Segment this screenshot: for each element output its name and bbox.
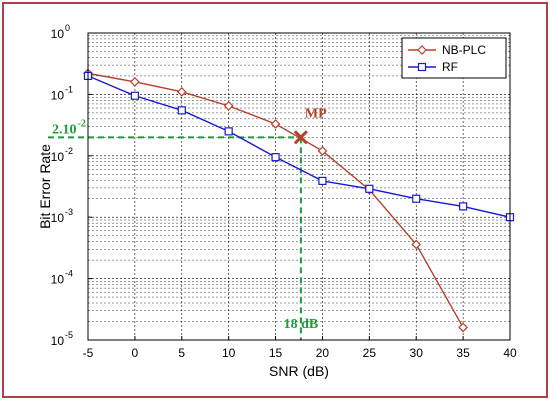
data-point-nb-plc	[130, 77, 140, 87]
y-tick-label: 10	[51, 150, 65, 164]
y-tick-label: 10	[51, 88, 65, 102]
x-axis-title: SNR (dB)	[269, 363, 329, 379]
y-tick-label: 10	[51, 334, 65, 348]
series-line-rf	[87, 75, 511, 218]
mp-marker-stroke-b	[293, 130, 308, 145]
legend-label-nb-plc: NB-PLC	[442, 43, 486, 57]
x-tick-label: 25	[363, 346, 377, 360]
legend-marker-nb-plc	[417, 45, 427, 55]
x-tick-label: 40	[503, 346, 517, 360]
y-tick-label: 10	[51, 27, 65, 41]
data-point-nb-plc	[270, 119, 281, 129]
snr-value-label: 18 dB	[284, 317, 319, 332]
annotations: MP2.10 -218 dB	[52, 106, 327, 332]
plot-border	[87, 32, 511, 341]
legend-marker-rf	[417, 62, 427, 72]
data-point-rf	[412, 194, 421, 203]
data-point-nb-plc	[411, 239, 422, 250]
mp-label: MP	[305, 106, 327, 121]
data-point-nb-plc	[458, 322, 468, 333]
data-point-nb-plc	[317, 146, 328, 156]
series-layer	[83, 68, 515, 333]
y-tick-label: 10	[51, 211, 65, 225]
x-axis: -5 0 5 10 15 20 25 30 35 40	[83, 336, 517, 360]
x-tick-label: 10	[222, 346, 236, 360]
data-point-rf	[271, 153, 280, 162]
legend-label-rf: RF	[442, 60, 458, 74]
x-tick-label: 15	[269, 346, 283, 360]
data-point-rf	[177, 106, 186, 115]
x-tick-label: 20	[316, 346, 330, 360]
y-tick-label: 10	[51, 273, 65, 287]
legend: NB-PLC RF	[401, 37, 507, 79]
data-point-nb-plc	[223, 101, 234, 111]
ber-value-exponent: -2	[78, 118, 86, 129]
y-tick-exponent: -4	[65, 269, 73, 279]
x-tick-label: 5	[178, 346, 185, 360]
legend-box	[401, 37, 507, 79]
data-point-rf	[318, 176, 327, 186]
y-tick-exponent: 0	[65, 23, 70, 33]
y-tick-exponent: -3	[65, 207, 73, 217]
plot-area	[88, 33, 510, 340]
ber-value-label: 2.10	[52, 122, 77, 137]
x-tick-label: 35	[456, 346, 470, 360]
data-point-rf	[459, 202, 468, 211]
y-tick-exponent: -5	[65, 330, 73, 340]
x-tick-label: 30	[410, 346, 424, 360]
data-point-rf	[224, 127, 233, 136]
data-point-rf	[365, 184, 374, 193]
y-tick-exponent: -2	[65, 146, 73, 156]
x-tick-label: -5	[83, 346, 94, 360]
y-axis-title: Bit Error Rate	[37, 144, 53, 229]
data-point-nb-plc	[176, 87, 187, 97]
guide-lines	[48, 136, 302, 340]
data-point-rf	[130, 91, 139, 100]
y-tick-exponent: -1	[65, 84, 73, 94]
x-tick-label: 0	[132, 346, 139, 360]
